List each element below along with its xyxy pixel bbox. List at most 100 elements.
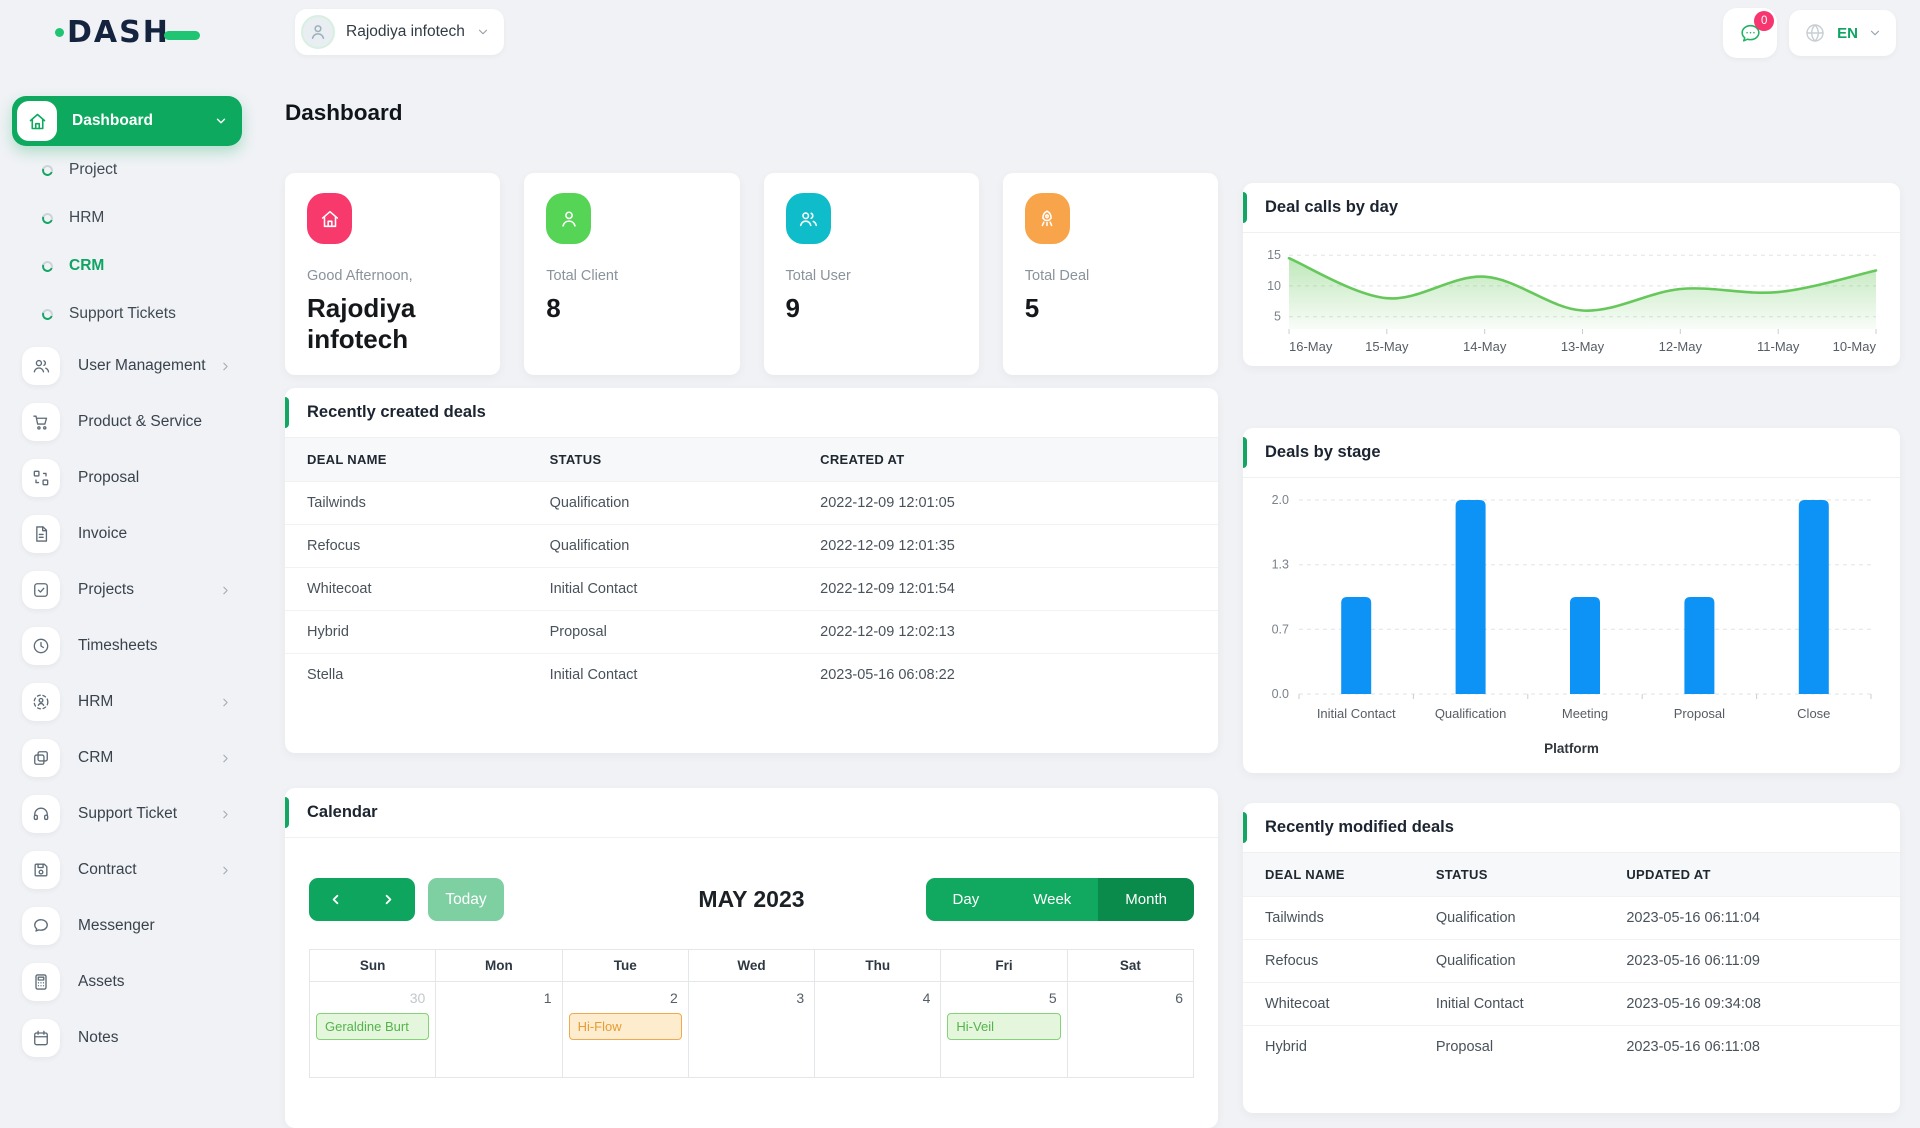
deal-calls-card: Deal calls by day 5 10 15 16-May 15-May 14-Ma… — [1243, 183, 1900, 366]
calendar-day-cell[interactable]: 4 — [814, 981, 942, 1078]
sidebar-item-user-management[interactable]: User Management — [12, 338, 242, 394]
sidebar-item-messenger[interactable]: Messenger — [12, 898, 242, 954]
deals-by-stage-chart: 0.0 0.7 1.3 2.0 Initial Contact Qualification… — [1243, 478, 1900, 739]
deal-calls-chart: 5 10 15 16-May 15-May 14-May 13-May 12-May 11-Ma… — [1243, 233, 1900, 360]
table-cell: Proposal — [1413, 1025, 1605, 1068]
day-number: 4 — [922, 990, 931, 1006]
bullet-icon — [40, 258, 55, 274]
bullet-icon — [40, 162, 55, 178]
calendar-event[interactable]: Geraldine Burt — [316, 1013, 430, 1040]
notification-badge: 0 — [1754, 11, 1775, 31]
svg-text:11-May: 11-May — [1757, 339, 1800, 354]
sidebar-item-label: Support Ticket — [78, 805, 178, 822]
sidebar-item-dashboard[interactable]: Dashboard — [12, 96, 242, 146]
calendar-day-cell[interactable]: 3 — [687, 981, 816, 1078]
calendar-day-cell[interactable]: 6 — [1066, 981, 1195, 1078]
sidebar-item-proposal[interactable]: Proposal — [12, 450, 242, 506]
rocket-icon — [1024, 193, 1070, 244]
sidebar-item-support-ticket[interactable]: Support Ticket — [12, 786, 242, 842]
table-row: Hybrid Proposal 2022-12-09 12:02:13 — [285, 610, 1218, 654]
column-header: CREATED AT — [798, 438, 1218, 482]
sidebar-subitem-crm[interactable]: CRM — [12, 242, 242, 290]
table-row: Tailwinds Qualification 2022-12-09 12:01:0… — [285, 481, 1218, 525]
calendar-day-cell[interactable]: 1 — [435, 981, 563, 1078]
stat-cards: Good Afternoon, Rajodiya infotech Total Cl… — [285, 173, 1218, 375]
sidebar-item-label: Messenger — [78, 917, 155, 934]
sidebar-item-notes[interactable]: Notes — [12, 1010, 242, 1066]
table-cell: Initial Contact — [527, 567, 799, 611]
sidebar-item-label: Timesheets — [78, 637, 158, 654]
calendar-event[interactable]: Hi-Flow — [568, 1013, 682, 1040]
sidebar-item-product-service[interactable]: Product & Service — [12, 394, 242, 450]
stat-label: Total Deal — [1024, 268, 1090, 284]
svg-text:10: 10 — [1267, 279, 1281, 293]
chevron-right-icon — [219, 752, 232, 765]
svg-text:Meeting: Meeting — [1562, 706, 1608, 721]
table-cell: 2023-05-16 06:08:22 — [798, 653, 1218, 696]
stat-label: Good Afternoon, — [307, 268, 413, 284]
sidebar-item-hrm[interactable]: HRM — [12, 674, 242, 730]
top-bar: DASH Rajodiya infotech 0 EN — [0, 0, 1920, 64]
chevron-down-icon — [476, 25, 490, 39]
svg-text:Close: Close — [1797, 706, 1830, 721]
calendar-day-cell[interactable]: 2 Hi-Flow — [561, 981, 689, 1078]
svg-text:10-May: 10-May — [1833, 339, 1877, 354]
table-cell: Hybrid — [1243, 1025, 1414, 1068]
bullet-icon — [40, 306, 55, 322]
sidebar-subitem-support-tickets[interactable]: Support Tickets — [12, 290, 242, 338]
sidebar-item-contract[interactable]: Contract — [12, 842, 242, 898]
sidebar-item-projects[interactable]: Projects — [12, 562, 242, 618]
table-row: Stella Initial Contact 2023-05-16 06:08:22 — [285, 653, 1218, 696]
calendar-event[interactable]: Hi-Veil — [947, 1013, 1061, 1040]
sidebar-item-invoice[interactable]: Invoice — [12, 506, 242, 562]
table-cell: Tailwinds — [285, 481, 528, 525]
sidebar-item-crm[interactable]: CRM — [12, 730, 242, 786]
calendar-today-button[interactable]: Today — [428, 878, 504, 921]
sidebar-item-timesheets[interactable]: Timesheets — [12, 618, 242, 674]
calendar-view-day[interactable]: Day — [925, 878, 1007, 921]
sidebar-item-label: Assets — [78, 973, 125, 990]
sidebar-subitem-hrm[interactable]: HRM — [12, 194, 242, 242]
day-number: 5 — [1048, 990, 1057, 1006]
app-logo: DASH — [55, 15, 200, 50]
svg-text:0.0: 0.0 — [1272, 687, 1289, 701]
calendar-prev-button[interactable] — [309, 878, 362, 921]
sidebar-subitem-project[interactable]: Project — [12, 146, 242, 194]
calendar-toolbar: Today MAY 2023 Day Week Month — [285, 838, 1218, 949]
calendar-view-week[interactable]: Week — [1006, 878, 1099, 921]
language-code: EN — [1837, 24, 1858, 42]
stat-value: 8 — [546, 293, 561, 323]
weekday-header: Fri — [940, 949, 1068, 982]
calendar-next-button[interactable] — [362, 878, 415, 921]
table-cell: Qualification — [527, 524, 799, 568]
column-header: DEAL NAME — [1243, 853, 1414, 897]
stat-card-total-user: Total User 9 — [763, 173, 979, 375]
logo-dash-icon — [163, 31, 200, 40]
language-selector[interactable]: EN — [1789, 10, 1896, 56]
sidebar-subitem-label: CRM — [69, 257, 105, 274]
stat-value: Rajodiya infotech — [307, 293, 416, 354]
svg-text:0.7: 0.7 — [1272, 622, 1289, 636]
table-row: Whitecoat Initial Contact 2022-12-09 12:01… — [285, 567, 1218, 611]
sidebar-item-assets[interactable]: Assets — [12, 954, 242, 1010]
table-cell: Tailwinds — [1243, 896, 1414, 940]
messenger-icon — [22, 907, 60, 945]
messages-button[interactable]: 0 — [1723, 8, 1778, 58]
clock-icon — [22, 627, 60, 665]
column-header: DEAL NAME — [285, 438, 528, 482]
table-cell: 2023-05-16 06:11:04 — [1604, 896, 1900, 940]
sidebar-item-label: CRM — [78, 749, 114, 766]
stat-card-good-afternoon: Good Afternoon, Rajodiya infotech — [285, 173, 501, 375]
calendar-day-cell[interactable]: 5 Hi-Veil — [940, 981, 1068, 1078]
table-cell: 2022-12-09 12:02:13 — [798, 610, 1218, 654]
weekday-header: Mon — [435, 949, 563, 982]
chevron-down-icon — [1868, 26, 1882, 40]
calendar-view-month[interactable]: Month — [1098, 878, 1194, 921]
column-header: STATUS — [1413, 853, 1605, 897]
day-number: 30 — [409, 990, 426, 1006]
calendar-day-cell[interactable]: 30 Geraldine Burt — [308, 981, 437, 1078]
table-cell: Stella — [285, 653, 528, 696]
workspace-selector[interactable]: Rajodiya infotech — [295, 9, 504, 55]
svg-text:5: 5 — [1274, 310, 1281, 324]
svg-text:2.0: 2.0 — [1272, 493, 1289, 507]
